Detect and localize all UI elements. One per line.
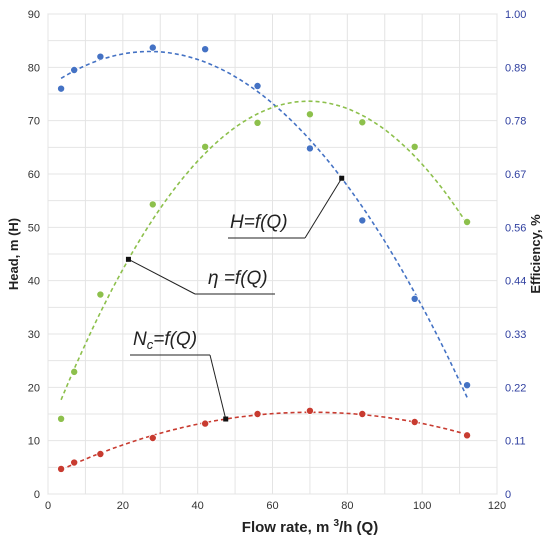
y-right-tick-label: 0.67 <box>505 169 526 181</box>
x-tick-label: 20 <box>117 500 129 512</box>
y-left-tick-label: 70 <box>28 116 40 128</box>
y-right-tick-label: 0.44 <box>505 276 526 288</box>
data-point-2 <box>253 409 262 418</box>
y-right-tick-label: 0.33 <box>505 329 526 341</box>
data-point-2 <box>57 464 66 473</box>
series-line-1 <box>60 100 468 401</box>
data-point-0 <box>463 381 472 390</box>
y-right-tick-label: 0.11 <box>505 436 526 448</box>
data-point-2 <box>70 458 79 467</box>
data-point-2 <box>410 417 419 426</box>
data-point-1 <box>358 118 367 127</box>
y-left-tick-label: 80 <box>28 62 40 74</box>
y-left-tick-label: 20 <box>28 382 40 394</box>
data-point-1 <box>201 142 210 151</box>
data-point-1 <box>96 290 105 299</box>
y-left-axis-title: Head, m (H) <box>6 218 21 290</box>
y-left-tick-label: 10 <box>28 436 40 448</box>
annotation-marker <box>339 175 345 181</box>
grid <box>47 13 498 495</box>
annotation-leader <box>304 177 343 239</box>
data-point-2 <box>305 406 314 415</box>
data-point-1 <box>410 142 419 151</box>
y-right-tick-label: 0.89 <box>505 62 526 74</box>
series-points <box>57 43 472 473</box>
y-left-tick-label: 0 <box>34 489 40 501</box>
y-left-tick-label: 50 <box>28 222 40 234</box>
data-point-0 <box>305 144 314 153</box>
data-point-2 <box>148 433 157 442</box>
x-tick-label: 100 <box>413 500 431 512</box>
data-point-0 <box>148 43 157 52</box>
data-point-0 <box>57 84 66 93</box>
data-point-0 <box>96 52 105 61</box>
x-axis-title-rest: /h (Q) <box>339 519 378 536</box>
y-left-tick-label: 40 <box>28 276 40 288</box>
y-right-axis-title: Efficiency, % <box>528 214 543 294</box>
annotation-marker <box>223 416 229 422</box>
annotation-main: N <box>133 329 147 350</box>
data-point-2 <box>358 409 367 418</box>
data-point-2 <box>96 449 105 458</box>
data-point-1 <box>70 367 79 376</box>
data-point-1 <box>57 414 66 423</box>
x-tick-label: 0 <box>45 500 51 512</box>
y-left-tick-label: 90 <box>28 9 40 21</box>
series-lines <box>60 50 468 471</box>
annotation-leader <box>209 354 227 420</box>
x-tick-label: 60 <box>266 500 278 512</box>
data-point-1 <box>148 200 157 209</box>
x-axis-title: Flow rate, m 3/h (Q) <box>242 518 378 536</box>
annotation-subscript: c <box>147 337 154 352</box>
data-point-0 <box>70 66 79 75</box>
y-right-tick-label: 1.00 <box>505 9 526 21</box>
annotation-leader <box>128 258 196 295</box>
y-left-tick-label: 60 <box>28 169 40 181</box>
x-axis-title-superscript: 3 <box>333 518 339 529</box>
series-line-2 <box>60 411 468 471</box>
annotation-label-0: H=f(Q) <box>230 212 288 233</box>
annotation-suffix: =f(Q) <box>153 329 197 350</box>
x-tick-label: 40 <box>192 500 204 512</box>
annotation-label-2: Nc=f(Q) <box>133 329 197 352</box>
tick-labels: 0 20 40 60 80 100 120010203040506070809000.110… <box>28 9 527 512</box>
data-point-0 <box>410 294 419 303</box>
annotation-marker <box>125 256 131 262</box>
y-right-tick-label: 0.78 <box>505 116 526 128</box>
data-point-1 <box>253 118 262 127</box>
data-point-0 <box>358 216 367 225</box>
annotations: H=f(Q) η =f(Q) Nc=f(Q) <box>125 175 345 422</box>
annotation-label-1: η =f(Q) <box>208 268 268 289</box>
x-tick-label: 120 <box>488 500 506 512</box>
data-point-0 <box>201 45 210 54</box>
y-left-tick-label: 30 <box>28 329 40 341</box>
series-line-0 <box>60 50 468 398</box>
x-tick-label: 80 <box>341 500 353 512</box>
data-point-1 <box>463 217 472 226</box>
y-right-tick-label: 0.22 <box>505 382 526 394</box>
y-right-tick-label: 0.56 <box>505 222 526 234</box>
data-point-0 <box>253 82 262 91</box>
data-point-2 <box>463 431 472 440</box>
x-axis-title-text: Flow rate, m <box>242 519 330 536</box>
y-right-tick-label: 0 <box>505 489 511 501</box>
data-point-1 <box>305 110 314 119</box>
data-point-2 <box>201 419 210 428</box>
